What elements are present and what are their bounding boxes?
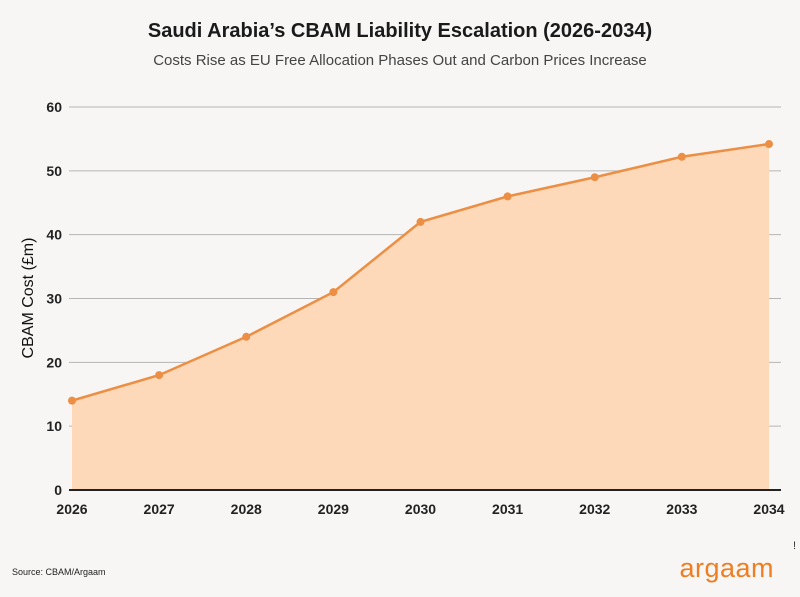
- y-tick-label: 60: [46, 99, 62, 115]
- x-tick-label: 2033: [666, 501, 697, 517]
- x-tick-label: 2029: [318, 501, 349, 517]
- x-tick-label: 2034: [753, 501, 784, 517]
- data-point: [590, 173, 599, 182]
- x-tick-label: 2031: [492, 501, 523, 517]
- data-point: [765, 140, 773, 149]
- y-tick-label: 0: [54, 482, 62, 498]
- data-points: [68, 140, 773, 405]
- argaam-logo: argaam: [679, 553, 774, 583]
- x-tick-label: 2028: [231, 501, 262, 517]
- data-point: [68, 396, 76, 405]
- x-tick-labels: 2026 2027 2028 2029 2030 2031 2032 2033 2034: [56, 501, 784, 517]
- x-tick-label: 2030: [405, 501, 436, 517]
- chart-title: Saudi Arabia’s CBAM Liability Escalation…: [147, 20, 653, 42]
- data-point: [242, 332, 251, 341]
- data-point: [329, 288, 338, 297]
- x-tick-label: 2026: [56, 501, 87, 517]
- area-fill: [72, 144, 769, 491]
- data-point: [155, 371, 164, 380]
- y-tick-label: 20: [46, 354, 62, 370]
- chart-subtitle: Costs Rise as EU Free Allocation Phases …: [153, 52, 647, 69]
- exclamation-mark: !: [793, 540, 797, 552]
- y-tick-label: 10: [46, 418, 62, 434]
- y-tick-label: 40: [46, 227, 62, 243]
- y-axis-label: CBAM Cost (£m): [20, 238, 37, 359]
- y-tick-label: 50: [46, 163, 62, 179]
- data-point: [416, 217, 425, 226]
- y-tick-labels: 0 10 20 30 40 50 60: [46, 99, 62, 498]
- data-point: [677, 152, 686, 161]
- x-tick-label: 2027: [144, 501, 175, 517]
- source-note: Source: CBAM/Argaam: [12, 567, 106, 577]
- y-tick-label: 30: [46, 291, 62, 307]
- data-point: [503, 192, 512, 201]
- x-tick-label: 2032: [579, 501, 610, 517]
